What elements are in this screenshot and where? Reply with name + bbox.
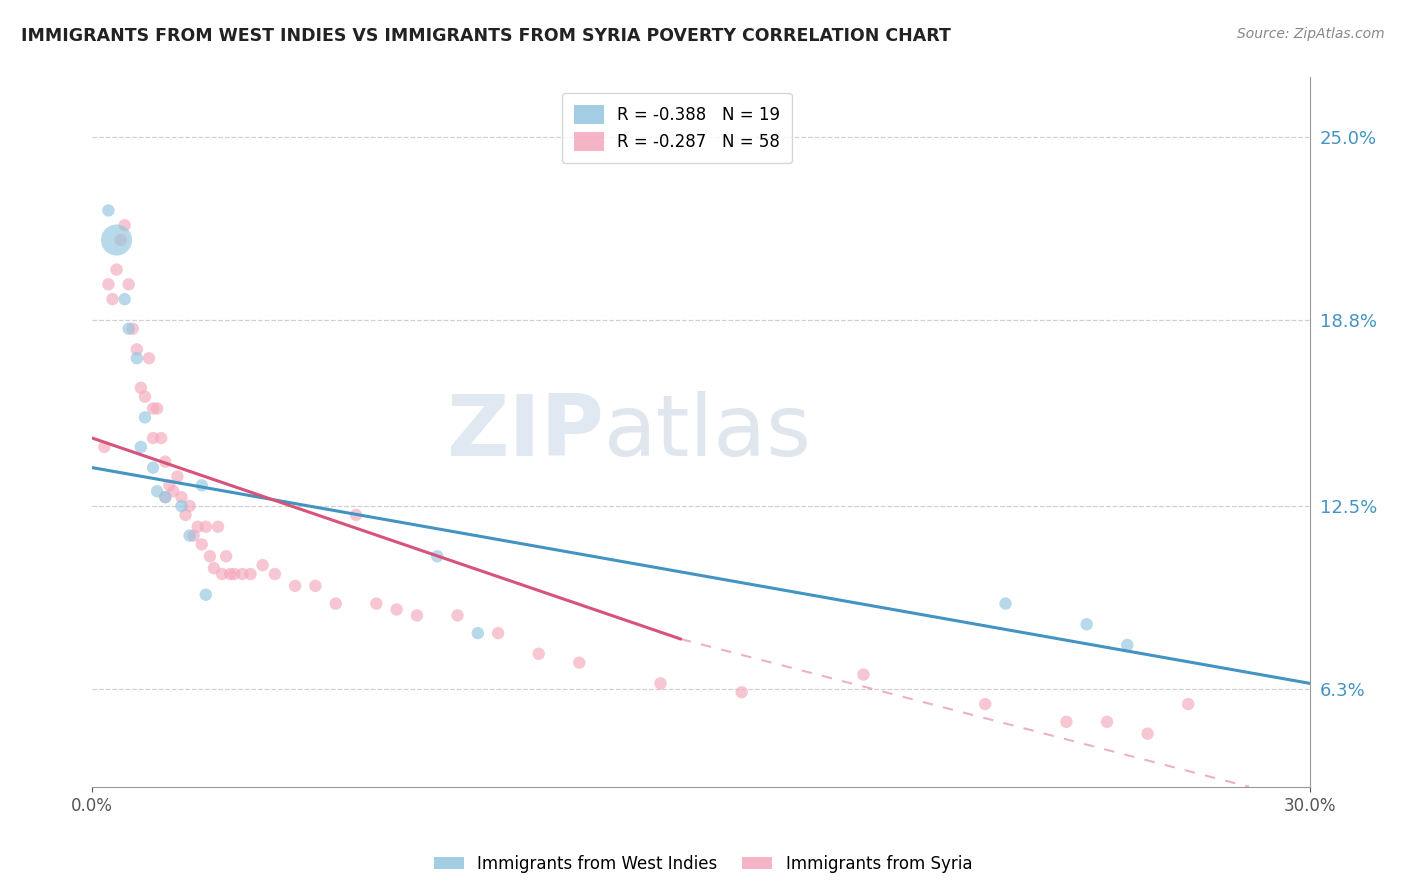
Point [142, 460, 165, 475]
Point [134, 390, 156, 404]
Point [446, 608, 468, 623]
Point [121, 321, 143, 335]
Point [155, 490, 177, 504]
Point [224, 567, 246, 582]
Point [219, 567, 242, 582]
Point [97, 277, 120, 292]
Point [284, 579, 307, 593]
Point [125, 343, 148, 357]
Point [202, 561, 225, 575]
Point [852, 667, 875, 681]
Point [194, 588, 217, 602]
Point [198, 549, 221, 564]
Point [166, 469, 188, 483]
Point [125, 351, 148, 366]
Point [138, 351, 160, 366]
Point [215, 549, 238, 564]
Point [527, 647, 550, 661]
Point [231, 567, 253, 582]
Point [93, 440, 115, 454]
Point [187, 519, 209, 533]
Point [179, 528, 201, 542]
Point [191, 478, 214, 492]
Point [344, 508, 367, 522]
Point [146, 484, 169, 499]
Point [162, 484, 184, 499]
Point [174, 508, 197, 522]
Point [731, 685, 754, 699]
Point [114, 292, 136, 306]
Point [568, 656, 591, 670]
Point [129, 440, 152, 454]
Point [97, 203, 120, 218]
Point [1054, 714, 1077, 729]
Point [194, 519, 217, 533]
Point [129, 381, 152, 395]
Point [101, 292, 124, 306]
Point [304, 579, 326, 593]
Point [157, 478, 180, 492]
Point [146, 401, 169, 416]
Point [179, 499, 201, 513]
Point [1095, 714, 1118, 729]
Point [110, 233, 132, 247]
Point [974, 697, 997, 711]
Point [170, 499, 193, 513]
Point [385, 602, 408, 616]
Point [183, 528, 205, 542]
Point [155, 455, 177, 469]
Point [1116, 638, 1139, 652]
Point [155, 490, 177, 504]
Point [170, 490, 193, 504]
Point [1076, 617, 1098, 632]
Point [142, 401, 165, 416]
Point [211, 567, 233, 582]
Legend: R = -0.388   N = 19, R = -0.287   N = 58: R = -0.388 N = 19, R = -0.287 N = 58 [562, 93, 792, 163]
Point [134, 410, 156, 425]
Point [105, 233, 128, 247]
Point [252, 558, 274, 573]
Point [325, 597, 347, 611]
Point [118, 277, 141, 292]
Point [650, 676, 672, 690]
Point [118, 321, 141, 335]
Text: atlas: atlas [603, 391, 811, 474]
Point [239, 567, 262, 582]
Point [994, 597, 1017, 611]
Point [142, 431, 165, 445]
Text: ZIP: ZIP [446, 391, 603, 474]
Point [1177, 697, 1199, 711]
Point [467, 626, 489, 640]
Legend: Immigrants from West Indies, Immigrants from Syria: Immigrants from West Indies, Immigrants … [427, 848, 979, 880]
Point [1136, 726, 1159, 740]
Point [114, 219, 136, 233]
Point [366, 597, 388, 611]
Point [426, 549, 449, 564]
Point [191, 537, 214, 551]
Text: Source: ZipAtlas.com: Source: ZipAtlas.com [1237, 27, 1385, 41]
Point [486, 626, 509, 640]
Point [263, 567, 285, 582]
Point [105, 262, 128, 277]
Point [150, 431, 173, 445]
Point [207, 519, 229, 533]
Point [406, 608, 429, 623]
Text: IMMIGRANTS FROM WEST INDIES VS IMMIGRANTS FROM SYRIA POVERTY CORRELATION CHART: IMMIGRANTS FROM WEST INDIES VS IMMIGRANT… [21, 27, 950, 45]
